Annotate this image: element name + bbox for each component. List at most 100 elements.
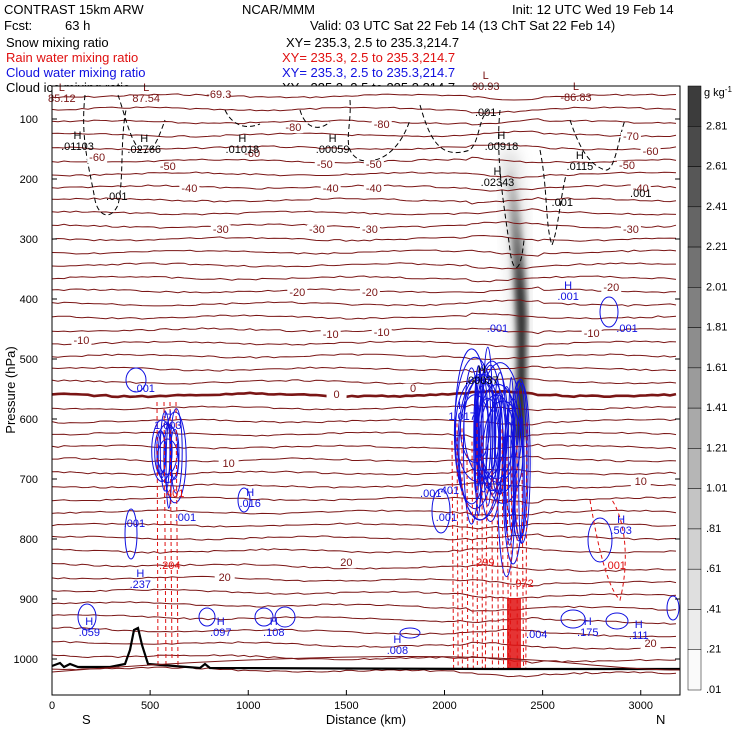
temperature-label: -69.3: [206, 89, 231, 101]
temperature-label-bg: [363, 184, 384, 195]
extremum-value: .503: [610, 525, 631, 537]
rain-water-contours: [156, 401, 626, 669]
forecast-hours: 63 h: [65, 18, 90, 33]
cloud-water-cell: [151, 419, 173, 482]
extremum-value: .00059: [316, 144, 350, 156]
y-tick-label: 200: [20, 174, 38, 186]
extremum-value: .00037: [465, 375, 499, 387]
cloud-water-contour: [198, 607, 216, 627]
colorbar-level-label: 1.01: [706, 483, 727, 495]
extremum-value: .108: [263, 627, 284, 639]
temperature-label: -10: [73, 335, 89, 347]
extremum-value: 85.12: [48, 93, 76, 105]
colorbar-level-label: .41: [706, 603, 721, 615]
colorbar-swatch: [687, 528, 702, 570]
x-tick-label: 1500: [334, 700, 358, 712]
colorbar-level-label: 1.21: [706, 442, 727, 454]
snow-contour: [498, 109, 525, 268]
temperature-label-bg: [306, 225, 327, 235]
extremum-symbol: H: [635, 619, 643, 631]
surface-contour: [51, 656, 681, 673]
temperature-contour: [51, 626, 677, 638]
cloud-water-cell: [502, 398, 524, 565]
legend-snow: Snow mixing ratio: [6, 35, 109, 50]
rain-water-contour: [156, 401, 159, 667]
extremum-symbol: H: [217, 616, 225, 628]
x-tick-label: 500: [141, 700, 159, 712]
contour-value-label: .001: [630, 188, 651, 200]
temperature-label: -40: [323, 183, 339, 195]
cloud-water-contour: [431, 488, 451, 534]
temperature-label: 20: [219, 572, 231, 584]
colorbar-swatch: [687, 327, 702, 369]
colorbar-swatch: [687, 488, 702, 530]
temperature-contour: [51, 563, 677, 572]
temperature-contour: [51, 118, 677, 126]
temperature-label: -10: [323, 329, 339, 341]
temperature-label: -20: [603, 282, 619, 294]
rain-water-contour: [456, 423, 459, 669]
temperature-label: -30: [623, 224, 639, 236]
legend-cloud: Cloud water mixing ratio: [6, 65, 145, 80]
temperature-contour: [51, 496, 677, 504]
extremum-symbol: H: [617, 514, 625, 526]
x-tick-label: 3000: [629, 700, 653, 712]
snow-contour: [347, 99, 411, 162]
temperature-label: -40: [633, 183, 649, 195]
colorbar-level-label: 1.61: [706, 362, 727, 374]
extremum-value: .008: [387, 645, 408, 657]
cloud-water-contour: [237, 487, 251, 513]
temperature-contour: [51, 93, 677, 101]
colorbar-level-label: .81: [706, 523, 721, 535]
temperature-contour: [51, 614, 677, 625]
extremum-value: .0115: [567, 161, 594, 173]
cloud-water-cell: [475, 364, 492, 493]
contour-value-label: .001: [605, 560, 626, 572]
temperature-contour: [51, 353, 677, 361]
cloud-water-cell: [455, 377, 501, 483]
extremum-symbol: H: [140, 133, 148, 145]
contour-value-label: .001: [124, 518, 145, 530]
temperature-label: 10: [223, 458, 235, 470]
snow-contour: [419, 104, 489, 154]
x-tick-label: 0: [49, 700, 55, 712]
x-axis-title: Distance (km): [326, 712, 406, 727]
cloud-water-cell: [165, 424, 173, 509]
plot-area: -69.3 -80 -80 -70 -60 -60 -60 -50 -50 -50 -50 -40 -4…: [48, 70, 681, 696]
temperature-label: -20: [362, 287, 378, 299]
temperature-labels: -69.3 -80 -80 -70 -60 -60 -60 -50 -50 -50 -50 -40 -4…: [71, 89, 661, 650]
extremum-value: 90.93: [472, 81, 500, 93]
south-label: S: [82, 712, 91, 727]
y-tick-label: 400: [20, 294, 38, 306]
org-title: NCAR/MMM: [242, 2, 315, 17]
legend-rain: Rain water mixing ratio: [6, 50, 138, 65]
x-tick-label: 1000: [236, 700, 260, 712]
colorbar-level-label: 2.61: [706, 161, 727, 173]
temperature-contour: [51, 130, 677, 138]
extremum-value: .001: [557, 291, 578, 303]
extremum-value: 87.54: [132, 93, 160, 105]
contour-value-label: .204: [159, 560, 180, 572]
temperature-label-bg: [371, 328, 392, 339]
contour-value-label: .401: [438, 485, 459, 497]
temperature-contour: [51, 106, 677, 114]
cloud-water-contour: [599, 296, 619, 328]
extremum-value: .00918: [485, 141, 519, 153]
temperature-label: -80: [285, 122, 301, 134]
extremum-symbol: L: [573, 81, 579, 93]
rain-water-contour: [466, 454, 469, 669]
extremum-symbol: H: [584, 616, 592, 628]
rain-water-contour: [169, 401, 173, 661]
temperature-label-bg: [359, 225, 380, 235]
y-tick-label: 700: [20, 474, 38, 486]
temperature-label: -80: [374, 119, 390, 131]
snow-contour: [539, 149, 567, 247]
extremum-symbol: H: [478, 364, 486, 376]
temperature-contour: [51, 275, 677, 283]
temperature-label-bg: [371, 120, 392, 130]
cloud-water-contour: [254, 607, 274, 627]
extremum-value: .237: [130, 579, 151, 591]
x-tick-label: 2500: [530, 700, 554, 712]
extremum-symbol: H: [393, 634, 401, 646]
